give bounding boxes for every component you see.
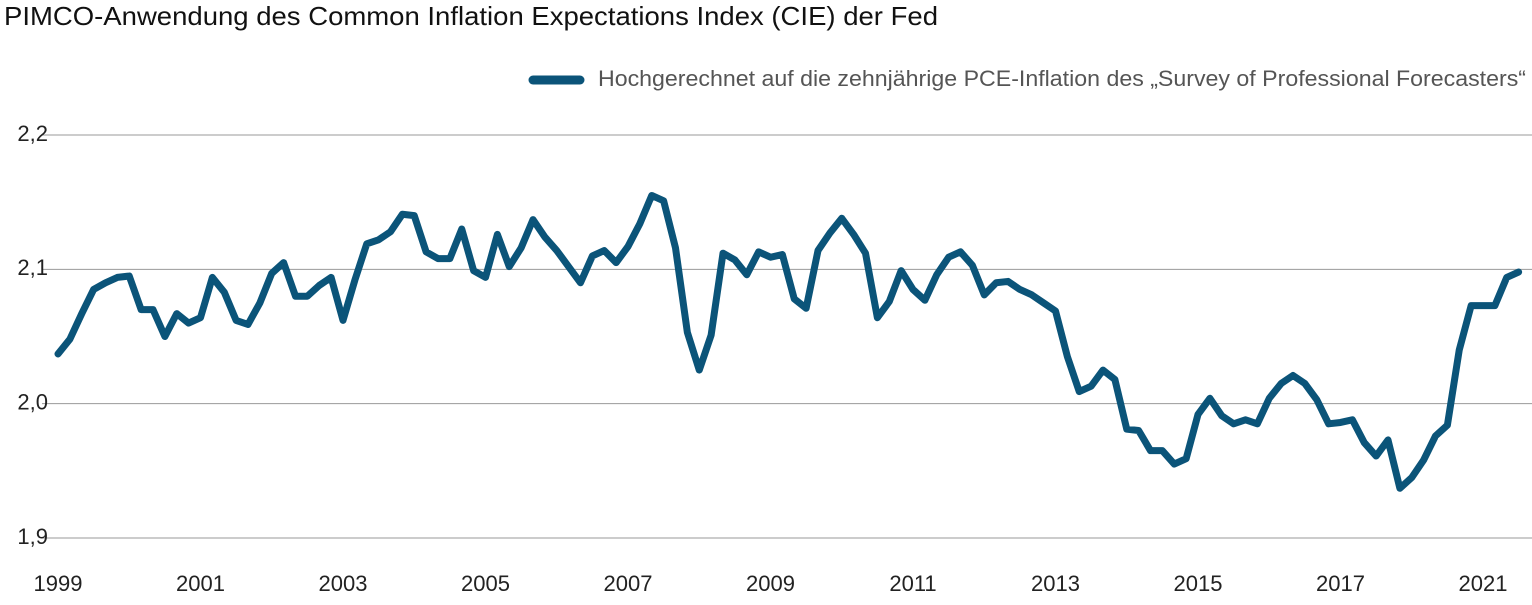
x-tick-label: 2011 — [889, 571, 936, 596]
x-tick-label: 2009 — [746, 571, 795, 596]
y-tick-label: 1,9 — [17, 524, 48, 549]
legend-label: Hochgerechnet auf die zehnjährige PCE-In… — [598, 66, 1526, 91]
y-tick-label: 2,0 — [17, 389, 48, 414]
x-tick-label: 2021 — [1459, 571, 1508, 596]
x-tick-label: 2007 — [604, 571, 653, 596]
x-tick-label: 2013 — [1031, 571, 1080, 596]
x-tick-label: 2005 — [461, 571, 510, 596]
x-tick-label: 2017 — [1316, 571, 1365, 596]
y-tick-label: 2,1 — [17, 255, 48, 280]
x-tick-label: 2015 — [1174, 571, 1223, 596]
chart-title: PIMCO-Anwendung des Common Inflation Exp… — [4, 1, 938, 31]
x-tick-label: 1999 — [34, 571, 83, 596]
y-tick-label: 2,2 — [17, 121, 48, 146]
data-line — [54, 191, 1523, 492]
x-tick-label: 2003 — [319, 571, 368, 596]
x-tick-label: 2001 — [176, 571, 225, 596]
